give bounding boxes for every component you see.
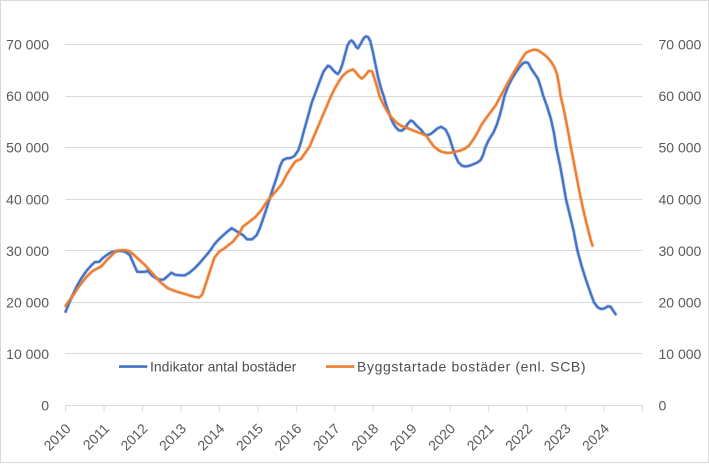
svg-text:70 000: 70 000 <box>659 37 702 53</box>
svg-text:70 000: 70 000 <box>6 37 49 53</box>
svg-text:0: 0 <box>659 398 667 414</box>
svg-text:50 000: 50 000 <box>659 140 702 156</box>
svg-text:10 000: 10 000 <box>659 346 702 362</box>
svg-text:Byggstartade bostäder (enl. SC: Byggstartade bostäder (enl. SCB) <box>357 359 586 375</box>
svg-text:40 000: 40 000 <box>6 191 49 207</box>
svg-text:20 000: 20 000 <box>659 294 702 310</box>
svg-text:20 000: 20 000 <box>6 294 49 310</box>
svg-text:40 000: 40 000 <box>659 191 702 207</box>
svg-text:60 000: 60 000 <box>6 88 49 104</box>
svg-text:10 000: 10 000 <box>6 346 49 362</box>
svg-text:30 000: 30 000 <box>6 243 49 259</box>
svg-text:50 000: 50 000 <box>6 140 49 156</box>
svg-text:60 000: 60 000 <box>659 88 702 104</box>
svg-text:0: 0 <box>41 398 49 414</box>
svg-text:Indikator antal bostäder: Indikator antal bostäder <box>150 359 297 375</box>
svg-text:30 000: 30 000 <box>659 243 702 259</box>
